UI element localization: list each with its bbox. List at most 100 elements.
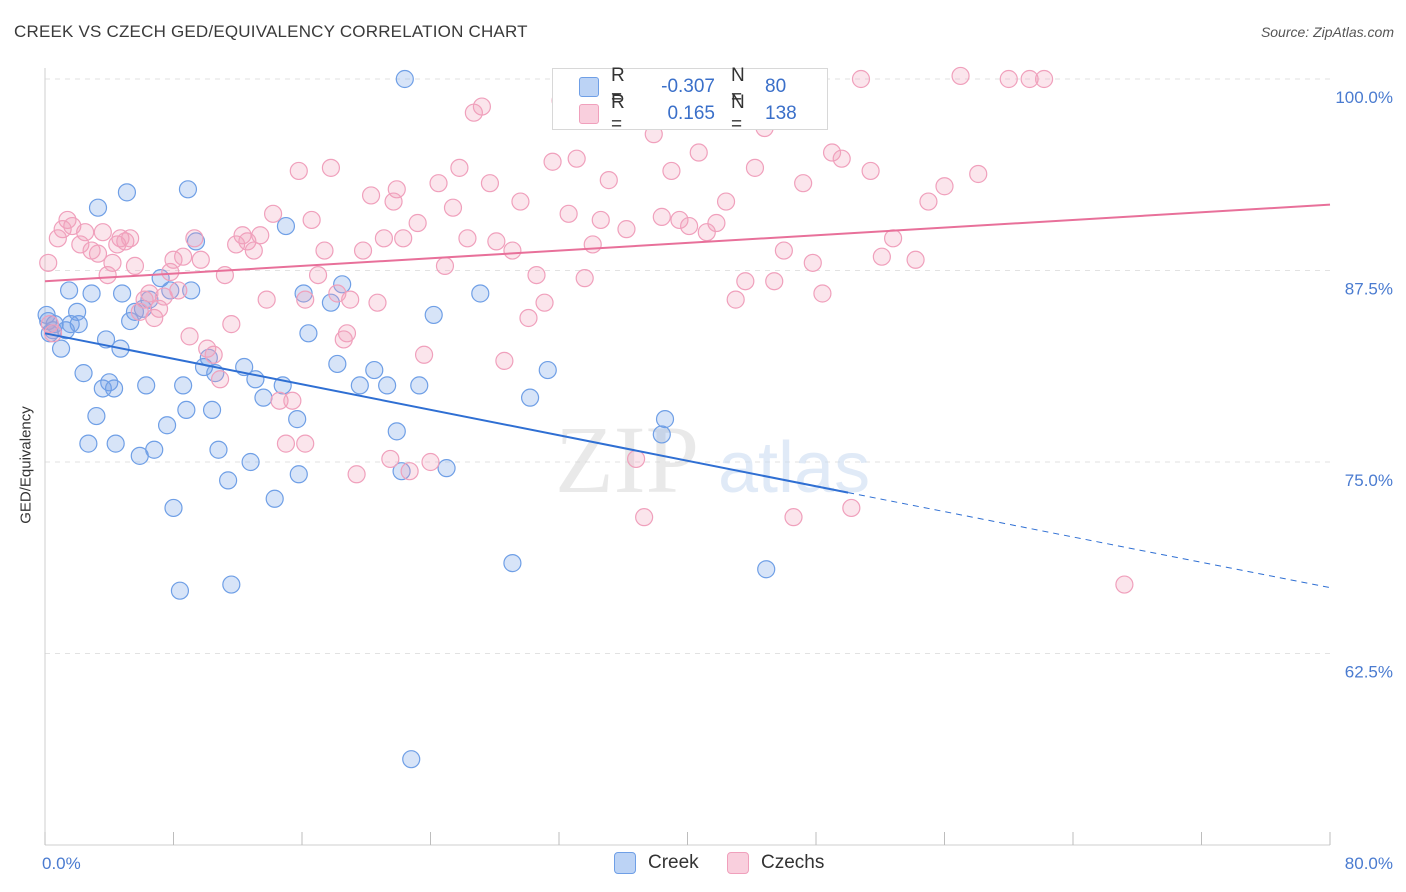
creek-point-21 (112, 284, 132, 303)
creek-point-29 (145, 440, 164, 459)
creek-n-value: 80 (765, 76, 787, 97)
czechs-point-78 (503, 241, 522, 260)
czechs-point-28 (174, 247, 193, 266)
czechs-point-15 (111, 229, 130, 248)
czechs-point-79 (511, 192, 530, 211)
creek-point-42 (202, 400, 222, 420)
czechs-point-41 (251, 226, 270, 245)
czechs-point-70 (443, 198, 463, 217)
creek-point-18 (104, 379, 124, 398)
creek-point-67 (402, 750, 421, 769)
czechs-point-111 (794, 174, 813, 193)
czechs-point-57 (353, 241, 373, 260)
czechs-point-82 (535, 293, 554, 312)
czechs-n-value: 138 (765, 103, 797, 124)
czechs-point-75 (480, 174, 500, 193)
creek-point-33 (164, 498, 183, 518)
legend-stats-box: R = -0.307 N = 80 R = 0.165 N = 138 (552, 65, 828, 135)
czechs-point-86 (567, 149, 586, 168)
czechs-point-13 (103, 253, 122, 272)
czechs-point-96 (652, 207, 671, 226)
czechs-point-60 (374, 229, 394, 248)
czechs-point-117 (851, 69, 871, 89)
czechs-point-22 (145, 308, 164, 328)
czechs-point-119 (872, 247, 891, 266)
czechs-point-87 (575, 269, 594, 288)
czechs-point-38 (233, 226, 252, 245)
czechs-point-43 (263, 204, 283, 223)
chart-title: CREEK VS CZECH GED/EQUIVALENCY CORRELATI… (14, 22, 528, 41)
czechs-point-100 (689, 143, 708, 162)
creek-point-70 (437, 459, 456, 478)
creek-point-59 (328, 354, 347, 374)
creek-point-39 (186, 232, 206, 251)
czechs-point-77 (495, 351, 514, 370)
czechs-point-92 (617, 220, 636, 239)
czechs-point-27 (169, 281, 188, 300)
czechs-point-124 (951, 66, 970, 86)
tick-labels: 100.0% 87.5% 75.0% 62.5% 0.0% 80.0% (42, 88, 1393, 873)
creek-point-50 (254, 388, 273, 407)
czechs-point-52 (321, 158, 341, 177)
creek-point-60 (333, 275, 352, 294)
czechs-point-47 (289, 161, 308, 181)
czechs-point-20 (135, 290, 154, 309)
czechs-point-103 (716, 192, 736, 211)
czechs-point-42 (257, 290, 276, 309)
creek-point-61 (350, 376, 369, 395)
czechs-point-80 (519, 308, 538, 328)
creek-point-38 (182, 281, 201, 300)
creek-trend-extension (848, 492, 1331, 589)
czechs-point-55 (341, 290, 360, 309)
czechs-legend-swatch (727, 852, 749, 874)
czechs-point-48 (296, 290, 315, 309)
creek-point-51 (265, 489, 284, 508)
creek-point-53 (276, 216, 296, 236)
czechs-swatch (579, 104, 599, 124)
creek-point-28 (140, 290, 159, 309)
creek-point-72 (503, 554, 522, 573)
creek-point-44 (209, 440, 228, 459)
czechs-point-97 (662, 161, 681, 181)
czechs-point-131 (337, 324, 357, 343)
czechs-point-17 (121, 229, 140, 248)
czechs-point-30 (185, 229, 204, 248)
czechs-point-90 (599, 171, 618, 190)
czechs-point-98 (670, 210, 689, 230)
creek-point-13 (87, 406, 106, 426)
czechs-point-93 (626, 449, 646, 469)
creek-point-27 (137, 376, 156, 395)
creek-point-77 (757, 560, 776, 579)
creek-point-37 (178, 180, 198, 199)
czechs-point-106 (745, 158, 765, 177)
czechs-point-130 (384, 192, 403, 211)
czechs-point-127 (1020, 69, 1039, 89)
czechs-point-29 (180, 327, 199, 346)
creek-point-74 (538, 360, 557, 380)
x-tick-label-0: 0.0% (42, 854, 81, 873)
creek-legend-swatch (614, 852, 636, 874)
data-points (37, 66, 1134, 769)
creek-point-64 (387, 422, 406, 441)
y-tick-label-0: 100.0% (1335, 88, 1393, 107)
czechs-point-45 (276, 434, 296, 453)
czechs-point-102 (707, 213, 726, 233)
legend-series: Creek Czechs (0, 852, 1406, 876)
creek-point-22 (117, 183, 137, 202)
czechs-point-118 (861, 161, 880, 181)
creek-point-57 (299, 324, 318, 343)
czechs-point-104 (726, 290, 745, 309)
source-label: Source: ZipAtlas.com (1260, 24, 1394, 40)
creek-point-73 (520, 388, 540, 407)
czechs-legend-label: Czechs (761, 852, 825, 873)
legend-item-creek: Creek (614, 852, 699, 874)
czechs-point-126 (999, 69, 1018, 89)
creek-point-34 (170, 581, 190, 600)
y-tick-label-3: 62.5% (1345, 663, 1393, 682)
czechs-point-40 (244, 241, 263, 260)
czechs-point-11 (93, 223, 112, 242)
x-tick-label-1: 80.0% (1345, 854, 1393, 873)
creek-point-69 (424, 305, 443, 325)
czechs-n-label: N = (731, 92, 745, 135)
